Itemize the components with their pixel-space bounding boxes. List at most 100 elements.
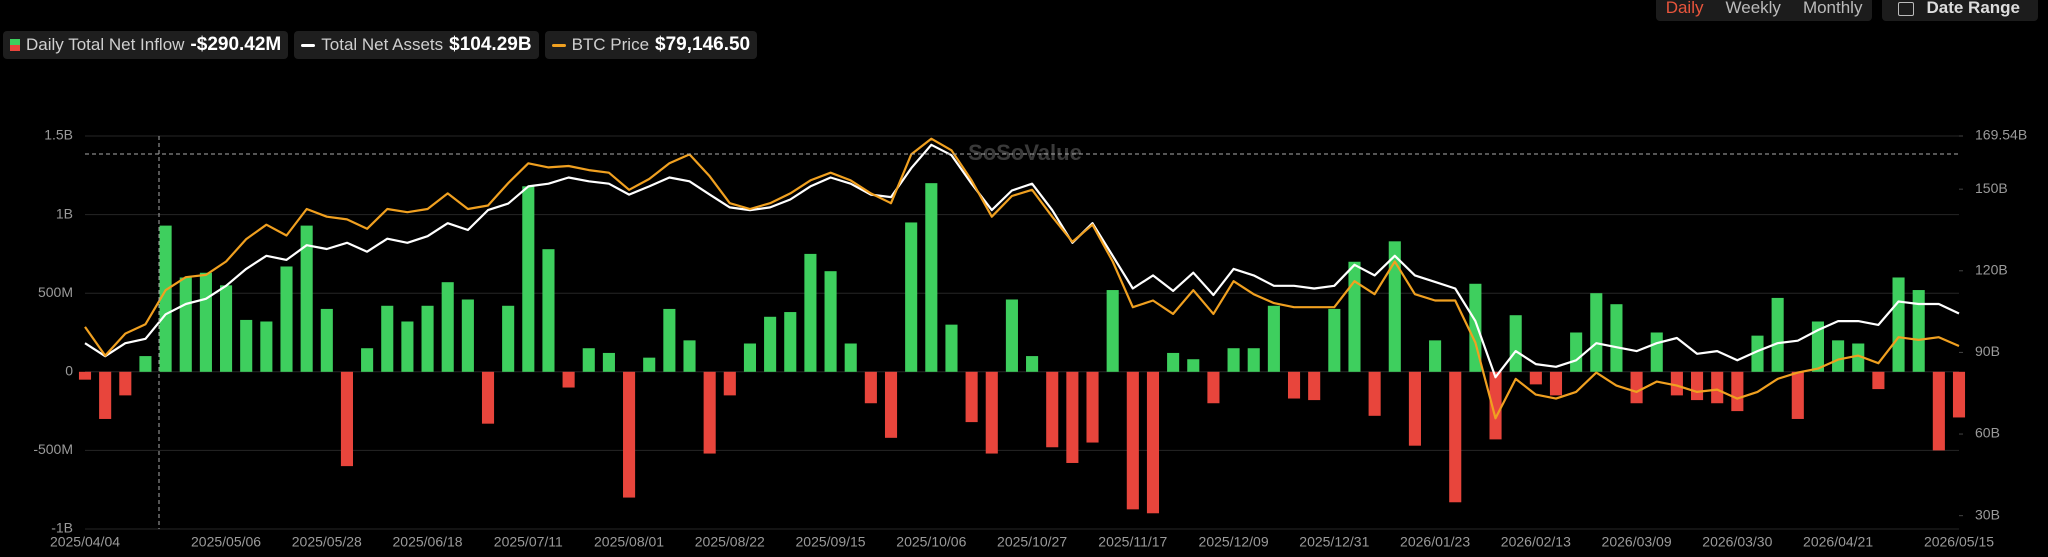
controls: Daily Weekly Monthly Date Range <box>1655 0 2038 21</box>
bar <box>582 348 595 372</box>
bar <box>1811 321 1824 372</box>
bar <box>1832 340 1845 372</box>
bar <box>945 324 958 372</box>
bar <box>1529 371 1542 385</box>
bar <box>1469 283 1482 372</box>
bar <box>743 343 757 372</box>
legend-value: $104.29B <box>449 34 532 55</box>
bar <box>1046 371 1059 448</box>
legend-item: BTC Price $79,146.50 <box>544 31 758 59</box>
bar <box>1408 371 1421 446</box>
bar <box>280 266 293 372</box>
bar <box>1932 371 1945 451</box>
legend-label: BTC Price <box>571 35 650 54</box>
bar <box>1912 290 1925 372</box>
y2-tick-label: 30B <box>1975 506 2000 522</box>
legend-item: Daily Total Net Inflow -$290.42M <box>3 31 289 59</box>
bar <box>179 277 192 372</box>
x-tick-label: 2026/01/23 <box>1400 534 1470 550</box>
monthly-button[interactable]: Monthly <box>1802 0 1863 17</box>
bar <box>1267 305 1280 372</box>
bar <box>1690 371 1704 401</box>
weekly-button[interactable]: Weekly <box>1725 0 1781 17</box>
date-range-label: Date Range <box>1926 0 2020 17</box>
bar <box>884 371 898 438</box>
bar <box>1388 241 1401 372</box>
bar <box>562 371 575 388</box>
x-tick-label: 2025/11/17 <box>1098 534 1167 550</box>
x-tick-label: 2025/09/15 <box>796 534 866 550</box>
bar <box>864 371 877 404</box>
bar <box>1952 371 1966 418</box>
bar <box>1590 293 1603 372</box>
daily-button[interactable]: Daily <box>1665 0 1704 17</box>
y-tick-label: 500M <box>38 284 73 300</box>
bar <box>78 371 92 380</box>
bar <box>1207 371 1220 404</box>
bar <box>240 319 253 372</box>
bar <box>260 321 273 372</box>
bar <box>985 371 998 454</box>
bar <box>1308 371 1321 401</box>
legend-swatch <box>10 39 20 51</box>
x-tick-label: 2025/10/27 <box>997 534 1067 550</box>
bar <box>300 225 313 372</box>
y-tick-label: 1B <box>56 205 73 221</box>
legend-item: Total Net Assets $104.29B <box>294 31 539 59</box>
legend-value: $79,146.50 <box>655 34 751 55</box>
date-range-button[interactable]: Date Range <box>1882 0 2038 21</box>
bar <box>1368 371 1381 416</box>
y2-tick-label: 169.54B <box>1975 127 2027 143</box>
bar <box>1146 371 1160 514</box>
bar <box>1247 348 1260 372</box>
bar <box>199 272 212 372</box>
x-tick-label: 2026/03/09 <box>1602 534 1672 550</box>
bar <box>139 356 152 372</box>
bar <box>1086 371 1099 443</box>
x-tick-label: 2025/05/28 <box>292 534 362 550</box>
legend: Daily Total Net Inflow -$290.42M Total Ne… <box>3 31 758 59</box>
bar <box>683 340 696 372</box>
bar <box>804 253 817 372</box>
bar <box>1187 359 1200 372</box>
bar <box>1610 304 1623 372</box>
bar <box>1549 371 1563 396</box>
legend-label: Daily Total Net Inflow <box>26 35 185 54</box>
x-tick-label: 2026/02/13 <box>1501 534 1571 550</box>
bar <box>1570 332 1583 372</box>
bar <box>441 282 454 372</box>
y-tick-label: -1B <box>51 520 73 536</box>
bar <box>824 271 837 372</box>
bar <box>1751 335 1764 372</box>
bar <box>623 371 636 498</box>
watermark: SoSoValue <box>968 140 1082 165</box>
calendar-icon <box>1898 2 1915 16</box>
bar <box>1026 356 1039 372</box>
x-tick-label: 2025/12/09 <box>1199 534 1269 550</box>
bar <box>220 285 233 372</box>
interval-toggle: Daily Weekly Monthly <box>1655 0 1873 21</box>
x-tick-label: 2026/03/30 <box>1702 534 1772 550</box>
bar <box>1348 261 1361 372</box>
x-tick-label: 2025/12/31 <box>1299 534 1369 550</box>
bar <box>1892 277 1905 372</box>
bar <box>1670 371 1683 396</box>
x-tick-label: 2025/08/01 <box>594 534 664 550</box>
bar <box>1287 371 1301 399</box>
bar <box>1429 340 1442 372</box>
bar <box>764 316 777 372</box>
x-tick-label: 2025/04/04 <box>50 534 120 550</box>
x-tick-label: 2026/04/21 <box>1803 534 1873 550</box>
x-tick-label: 2025/08/22 <box>695 534 765 550</box>
bar <box>340 371 354 467</box>
plot <box>78 137 1966 514</box>
bar <box>844 343 857 372</box>
bar <box>320 308 333 372</box>
bar <box>1509 315 1522 372</box>
bar <box>421 305 434 372</box>
bar <box>542 249 555 372</box>
bar <box>361 348 374 372</box>
bar <box>1126 371 1139 510</box>
bar <box>1872 371 1885 390</box>
